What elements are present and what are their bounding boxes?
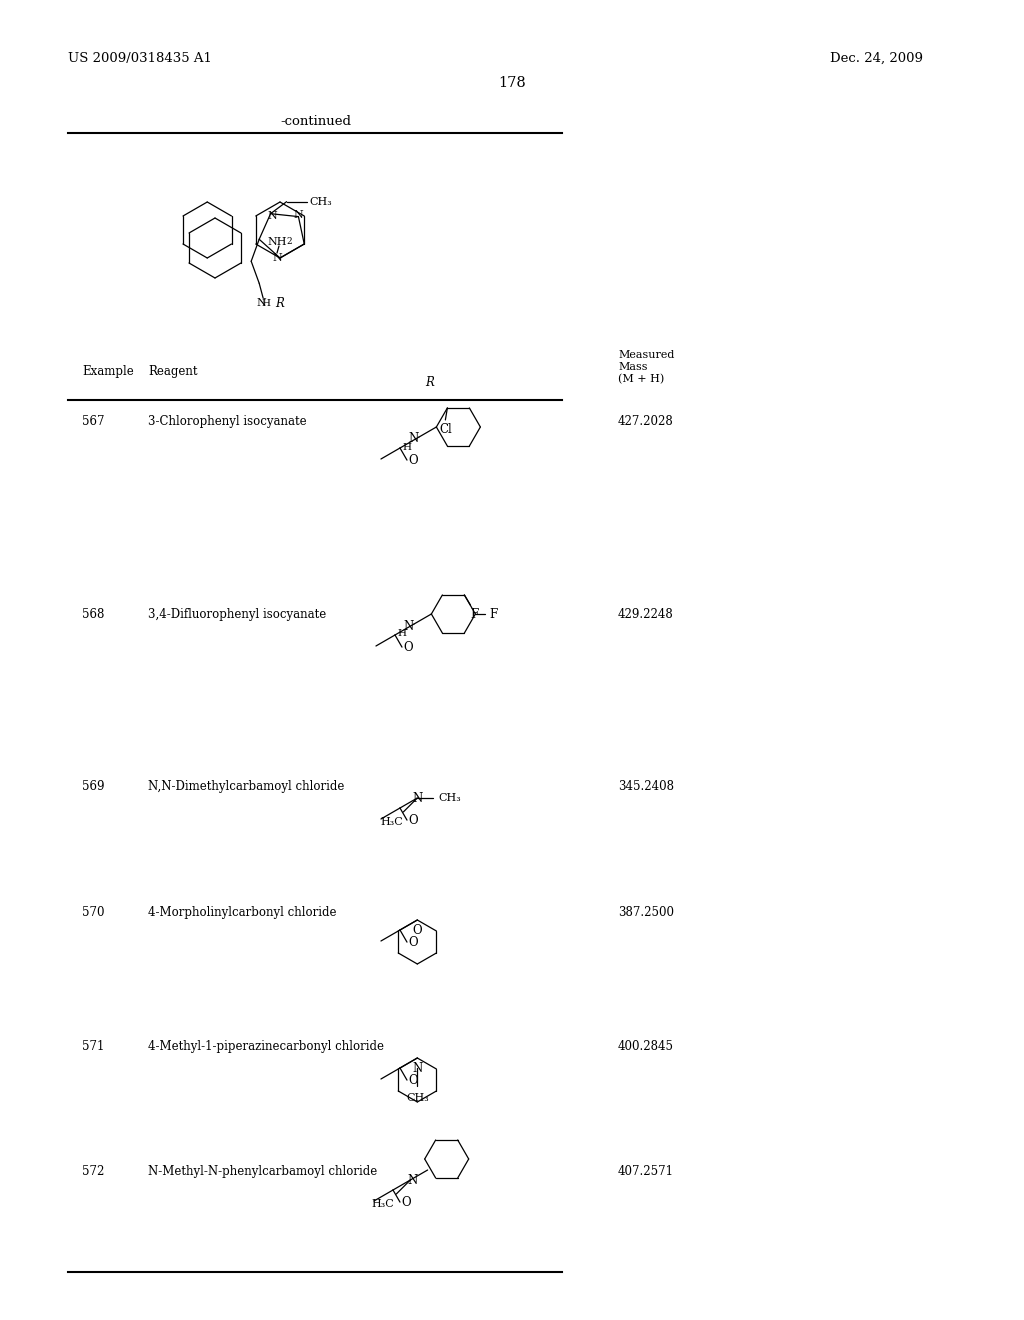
Text: N: N — [413, 1061, 423, 1074]
Text: O: O — [401, 1196, 411, 1209]
Text: O: O — [409, 454, 418, 467]
Text: F: F — [489, 607, 498, 620]
Text: 3-Chlorophenyl isocyanate: 3-Chlorophenyl isocyanate — [148, 414, 306, 428]
Text: N-Methyl-N-phenylcarbamoyl chloride: N-Methyl-N-phenylcarbamoyl chloride — [148, 1166, 377, 1177]
Text: O: O — [403, 640, 413, 653]
Text: 3,4-Difluorophenyl isocyanate: 3,4-Difluorophenyl isocyanate — [148, 609, 327, 620]
Text: NH: NH — [267, 238, 287, 247]
Text: N: N — [408, 433, 418, 446]
Text: Example: Example — [82, 366, 134, 378]
Text: H: H — [262, 298, 270, 308]
Text: 571: 571 — [82, 1040, 104, 1053]
Text: O: O — [409, 1073, 418, 1086]
Text: N: N — [408, 1173, 418, 1187]
Text: Cl: Cl — [439, 424, 452, 437]
Text: N: N — [256, 298, 266, 309]
Text: 407.2571: 407.2571 — [618, 1166, 674, 1177]
Text: 387.2500: 387.2500 — [618, 906, 674, 919]
Text: H: H — [402, 442, 412, 451]
Text: 2: 2 — [286, 238, 292, 247]
Text: 567: 567 — [82, 414, 104, 428]
Text: Dec. 24, 2009: Dec. 24, 2009 — [830, 51, 923, 65]
Text: Measured: Measured — [618, 350, 675, 360]
Text: Mass: Mass — [618, 362, 647, 372]
Text: 427.2028: 427.2028 — [618, 414, 674, 428]
Text: R: R — [275, 297, 284, 310]
Text: -continued: -continued — [281, 115, 351, 128]
Text: H₃C: H₃C — [380, 817, 402, 828]
Text: US 2009/0318435 A1: US 2009/0318435 A1 — [68, 51, 212, 65]
Text: 572: 572 — [82, 1166, 104, 1177]
Text: 568: 568 — [82, 609, 104, 620]
Text: 429.2248: 429.2248 — [618, 609, 674, 620]
Text: CH₃: CH₃ — [406, 1093, 429, 1104]
Text: 4-Morpholinylcarbonyl chloride: 4-Morpholinylcarbonyl chloride — [148, 906, 337, 919]
Text: N: N — [267, 211, 278, 220]
Text: 400.2845: 400.2845 — [618, 1040, 674, 1053]
Text: 4-Methyl-1-piperazinecarbonyl chloride: 4-Methyl-1-piperazinecarbonyl chloride — [148, 1040, 384, 1053]
Text: CH₃: CH₃ — [309, 197, 332, 207]
Text: O: O — [413, 924, 422, 936]
Text: N: N — [402, 619, 413, 632]
Text: F: F — [470, 609, 478, 622]
Text: (M + H): (M + H) — [618, 374, 665, 384]
Text: 569: 569 — [82, 780, 104, 793]
Text: 178: 178 — [498, 77, 526, 90]
Text: Reagent: Reagent — [148, 366, 198, 378]
Text: N: N — [272, 253, 282, 263]
Text: N,N-Dimethylcarbamoyl chloride: N,N-Dimethylcarbamoyl chloride — [148, 780, 344, 793]
Text: H: H — [397, 630, 407, 639]
Text: 570: 570 — [82, 906, 104, 919]
Text: R: R — [426, 375, 434, 388]
Text: O: O — [409, 936, 418, 949]
Text: O: O — [409, 813, 418, 826]
Text: N: N — [294, 210, 303, 219]
Text: CH₃: CH₃ — [438, 793, 461, 803]
Text: H₃C: H₃C — [371, 1199, 393, 1209]
Text: N: N — [413, 792, 423, 804]
Text: 345.2408: 345.2408 — [618, 780, 674, 793]
